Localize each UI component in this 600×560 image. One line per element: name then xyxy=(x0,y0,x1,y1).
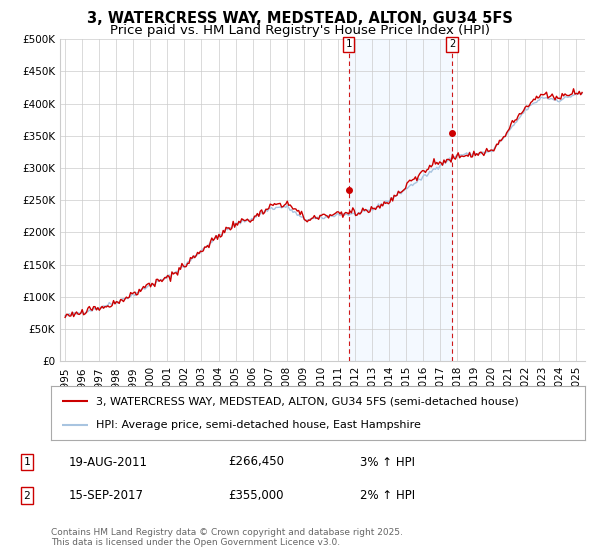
Text: 3, WATERCRESS WAY, MEDSTEAD, ALTON, GU34 5FS: 3, WATERCRESS WAY, MEDSTEAD, ALTON, GU34… xyxy=(87,11,513,26)
Text: Contains HM Land Registry data © Crown copyright and database right 2025.
This d: Contains HM Land Registry data © Crown c… xyxy=(51,528,403,547)
Text: HPI: Average price, semi-detached house, East Hampshire: HPI: Average price, semi-detached house,… xyxy=(97,419,421,430)
Text: 1: 1 xyxy=(346,39,352,49)
Text: £355,000: £355,000 xyxy=(228,489,284,502)
Text: £266,450: £266,450 xyxy=(228,455,284,469)
Text: 15-SEP-2017: 15-SEP-2017 xyxy=(69,489,144,502)
Text: 2: 2 xyxy=(23,491,31,501)
Text: 2: 2 xyxy=(449,39,455,49)
Bar xyxy=(349,39,452,361)
Text: 1: 1 xyxy=(23,457,31,467)
Text: 3% ↑ HPI: 3% ↑ HPI xyxy=(360,455,415,469)
Text: 2% ↑ HPI: 2% ↑ HPI xyxy=(360,489,415,502)
Text: 19-AUG-2011: 19-AUG-2011 xyxy=(69,455,148,469)
Text: Price paid vs. HM Land Registry's House Price Index (HPI): Price paid vs. HM Land Registry's House … xyxy=(110,24,490,37)
Text: 3, WATERCRESS WAY, MEDSTEAD, ALTON, GU34 5FS (semi-detached house): 3, WATERCRESS WAY, MEDSTEAD, ALTON, GU34… xyxy=(97,396,519,407)
